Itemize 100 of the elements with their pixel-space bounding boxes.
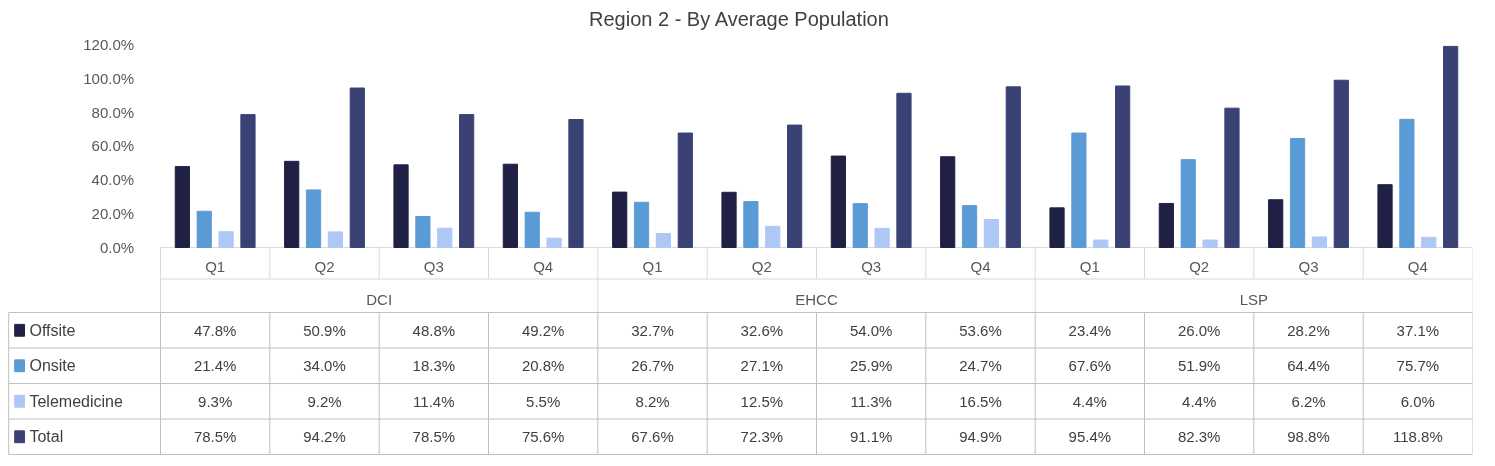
x-tick-label: Q2 <box>751 258 772 276</box>
bar <box>524 211 540 248</box>
bar <box>437 227 453 248</box>
data-label: 54.0% <box>849 321 893 339</box>
bar <box>327 231 344 248</box>
data-label: 9.3% <box>198 392 233 410</box>
legend-label: Total <box>29 428 64 446</box>
bar <box>546 237 562 248</box>
legend-label: Telemedicine <box>29 392 123 410</box>
bar <box>655 233 672 248</box>
y-tick-label: 0.0% <box>99 238 135 256</box>
data-label: 82.3% <box>1177 428 1221 446</box>
bar <box>721 191 737 248</box>
bar <box>568 119 584 248</box>
bar <box>393 164 409 248</box>
data-label: 16.5% <box>959 392 1002 410</box>
bar <box>174 166 190 248</box>
x-tick-label: Q1 <box>642 258 663 276</box>
bar <box>1005 86 1021 248</box>
x-tick-label: Q4 <box>1407 258 1428 276</box>
bar <box>1224 107 1240 248</box>
legend-label: Offsite <box>29 321 76 339</box>
bar <box>502 163 518 248</box>
data-label: 12.5% <box>740 392 784 410</box>
y-tick-label: 40.0% <box>91 171 135 189</box>
data-label: 32.7% <box>631 321 674 339</box>
data-label: 67.6% <box>631 428 674 446</box>
bar <box>633 201 650 248</box>
bar <box>240 114 256 248</box>
data-label: 4.4% <box>1182 392 1217 410</box>
data-label: 11.3% <box>850 392 892 410</box>
data-label: 37.1% <box>1396 321 1440 339</box>
data-label: 53.6% <box>959 321 1002 339</box>
bar <box>765 225 781 248</box>
x-tick-label: Q1 <box>205 258 226 276</box>
bar <box>1443 45 1459 248</box>
x-tick-label: Q1 <box>1079 258 1100 276</box>
data-label: 21.4% <box>193 357 237 375</box>
data-label: 20.8% <box>521 357 565 375</box>
data-label: 75.6% <box>521 428 565 446</box>
data-label: 24.7% <box>959 357 1002 375</box>
bar <box>1071 132 1087 248</box>
bar <box>940 156 956 248</box>
data-label: 67.6% <box>1068 357 1112 375</box>
bar <box>961 205 978 248</box>
text: DCI <box>366 291 393 309</box>
data-label: 78.5% <box>412 428 456 446</box>
data-label: 98.8% <box>1287 428 1330 446</box>
bar <box>983 219 1000 248</box>
bar <box>415 216 431 248</box>
bar <box>896 92 912 248</box>
y-tick-label: 120.0% <box>83 35 135 53</box>
data-label: 95.4% <box>1068 428 1112 446</box>
data-label: 6.0% <box>1400 392 1435 410</box>
bar <box>284 160 300 248</box>
data-label: 91.1% <box>849 428 893 446</box>
data-label: 32.6% <box>740 321 784 339</box>
y-tick-label: 100.0% <box>83 69 135 87</box>
data-label: 48.8% <box>412 321 456 339</box>
data-label: 118.8% <box>1392 428 1443 446</box>
bar <box>1311 236 1328 248</box>
bar <box>743 201 759 248</box>
data-label: 64.4% <box>1287 357 1330 375</box>
chart-title: Region 2 - By Average Population <box>589 7 889 30</box>
bar <box>830 155 846 248</box>
bar <box>874 227 890 248</box>
data-label: 75.7% <box>1396 357 1440 375</box>
data-label: 50.9% <box>303 321 346 339</box>
data-label: 18.3% <box>412 357 456 375</box>
bar <box>1399 118 1415 248</box>
data-label: 72.3% <box>740 428 784 446</box>
bar <box>1377 184 1393 248</box>
data-label: 26.7% <box>631 357 674 375</box>
bar <box>349 87 365 248</box>
bar <box>1180 159 1196 248</box>
data-label: 11.4% <box>413 392 455 410</box>
legend-label: Onsite <box>29 357 76 375</box>
data-label: 6.2% <box>1291 392 1326 410</box>
data-label: 5.5% <box>526 392 561 410</box>
data-label: 4.4% <box>1072 392 1107 410</box>
data-label: 28.2% <box>1287 321 1330 339</box>
bar <box>1268 199 1284 248</box>
bar <box>196 210 212 248</box>
text: LSP <box>1239 291 1269 309</box>
y-tick-label: 60.0% <box>91 137 135 155</box>
data-label: 27.1% <box>740 357 784 375</box>
x-tick-label: Q2 <box>1189 258 1210 276</box>
x-tick-label: Q3 <box>423 258 444 276</box>
bar <box>787 124 803 248</box>
bar <box>1333 79 1349 248</box>
x-tick-label: Q2 <box>314 258 335 276</box>
bar <box>218 231 234 248</box>
data-label: 78.5% <box>193 428 237 446</box>
data-label: 94.9% <box>959 428 1002 446</box>
y-tick-label: 80.0% <box>91 103 135 121</box>
data-label: 94.2% <box>303 428 346 446</box>
x-tick-label: Q4 <box>533 258 554 276</box>
bar <box>1049 207 1065 248</box>
x-tick-label: Q3 <box>1298 258 1319 276</box>
data-label: 25.9% <box>849 357 893 375</box>
